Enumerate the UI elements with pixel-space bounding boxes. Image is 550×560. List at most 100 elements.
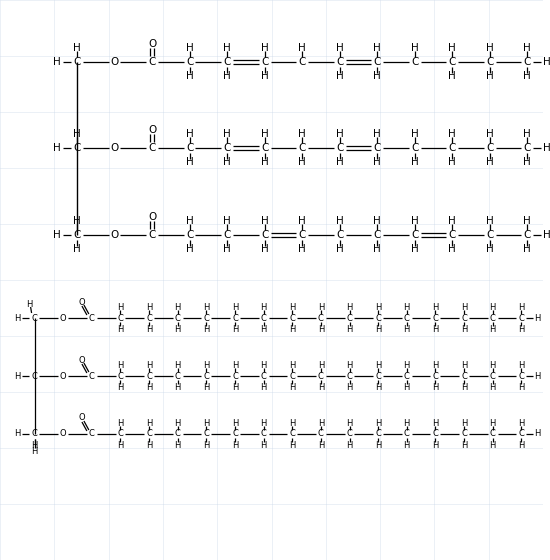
Text: C: C bbox=[299, 57, 306, 67]
Text: H: H bbox=[261, 129, 268, 139]
Text: C: C bbox=[411, 143, 419, 153]
Text: H: H bbox=[174, 418, 181, 427]
Text: C: C bbox=[73, 57, 81, 67]
Text: H: H bbox=[261, 324, 267, 334]
Text: H: H bbox=[404, 382, 410, 391]
Text: H: H bbox=[174, 441, 181, 450]
Text: C: C bbox=[89, 371, 95, 380]
Text: C: C bbox=[175, 314, 180, 323]
Text: C: C bbox=[432, 430, 438, 438]
Text: H: H bbox=[146, 361, 152, 370]
Text: H: H bbox=[318, 302, 324, 311]
Text: H: H bbox=[336, 129, 344, 139]
Text: H: H bbox=[404, 324, 410, 334]
Text: H: H bbox=[53, 57, 61, 67]
Text: C: C bbox=[373, 57, 381, 67]
Text: C: C bbox=[346, 371, 353, 380]
Text: H: H bbox=[117, 361, 124, 370]
Text: C: C bbox=[336, 143, 343, 153]
Text: H: H bbox=[486, 244, 493, 254]
Text: H: H bbox=[146, 382, 152, 391]
Text: H: H bbox=[117, 418, 124, 427]
Text: C: C bbox=[490, 371, 496, 380]
Text: C: C bbox=[490, 430, 496, 438]
Text: H: H bbox=[432, 324, 438, 334]
Text: C: C bbox=[461, 371, 467, 380]
Text: C: C bbox=[186, 57, 193, 67]
Text: H: H bbox=[223, 71, 231, 81]
Text: H: H bbox=[448, 43, 456, 53]
Text: H: H bbox=[232, 441, 238, 450]
Text: H: H bbox=[404, 302, 410, 311]
Text: H: H bbox=[346, 324, 353, 334]
Text: H: H bbox=[73, 216, 81, 226]
Text: C: C bbox=[524, 143, 531, 153]
Text: H: H bbox=[203, 441, 210, 450]
Text: H: H bbox=[336, 244, 344, 254]
Text: H: H bbox=[186, 244, 194, 254]
Text: H: H bbox=[461, 361, 468, 370]
Text: H: H bbox=[432, 382, 438, 391]
Text: C: C bbox=[461, 314, 467, 323]
Text: C: C bbox=[432, 314, 438, 323]
Text: H: H bbox=[31, 447, 38, 456]
Text: C: C bbox=[175, 430, 180, 438]
Text: C: C bbox=[518, 371, 524, 380]
Text: H: H bbox=[232, 382, 238, 391]
Text: H: H bbox=[490, 382, 496, 391]
Text: C: C bbox=[299, 143, 306, 153]
Text: H: H bbox=[186, 129, 194, 139]
Text: H: H bbox=[375, 302, 381, 311]
Text: H: H bbox=[232, 418, 238, 427]
Text: H: H bbox=[448, 71, 456, 81]
Text: H: H bbox=[490, 324, 496, 334]
Text: C: C bbox=[318, 371, 324, 380]
Text: H: H bbox=[261, 302, 267, 311]
Text: C: C bbox=[261, 57, 268, 67]
Text: H: H bbox=[461, 324, 468, 334]
Text: H: H bbox=[524, 216, 531, 226]
Text: C: C bbox=[518, 430, 524, 438]
Text: H: H bbox=[15, 371, 21, 380]
Text: H: H bbox=[298, 244, 306, 254]
Text: H: H bbox=[346, 382, 353, 391]
Text: O: O bbox=[111, 230, 119, 240]
Text: C: C bbox=[524, 57, 531, 67]
Text: C: C bbox=[31, 371, 37, 380]
Text: O: O bbox=[60, 314, 67, 323]
Text: H: H bbox=[524, 71, 531, 81]
Text: H: H bbox=[261, 244, 268, 254]
Text: H: H bbox=[486, 43, 493, 53]
Text: H: H bbox=[543, 230, 550, 240]
Text: C: C bbox=[89, 430, 95, 438]
Text: H: H bbox=[223, 216, 231, 226]
Text: C: C bbox=[346, 430, 353, 438]
Text: H: H bbox=[174, 361, 181, 370]
Text: H: H bbox=[289, 382, 295, 391]
Text: H: H bbox=[223, 43, 231, 53]
Text: H: H bbox=[336, 43, 344, 53]
Text: H: H bbox=[461, 382, 468, 391]
Text: H: H bbox=[543, 57, 550, 67]
Text: H: H bbox=[375, 418, 381, 427]
Text: C: C bbox=[73, 143, 81, 153]
Text: C: C bbox=[448, 57, 456, 67]
Text: H: H bbox=[375, 382, 381, 391]
Text: C: C bbox=[204, 371, 210, 380]
Text: H: H bbox=[186, 71, 194, 81]
Text: C: C bbox=[175, 371, 180, 380]
Text: H: H bbox=[486, 216, 493, 226]
Text: C: C bbox=[204, 314, 210, 323]
Text: H: H bbox=[289, 361, 295, 370]
Text: H: H bbox=[411, 244, 419, 254]
Text: H: H bbox=[432, 361, 438, 370]
Text: H: H bbox=[223, 157, 231, 167]
Text: H: H bbox=[298, 157, 306, 167]
Text: O: O bbox=[148, 39, 156, 49]
Text: H: H bbox=[534, 314, 540, 323]
Text: H: H bbox=[146, 302, 152, 311]
Text: H: H bbox=[26, 300, 33, 309]
Text: H: H bbox=[518, 441, 525, 450]
Text: H: H bbox=[174, 382, 181, 391]
Text: C: C bbox=[261, 314, 267, 323]
